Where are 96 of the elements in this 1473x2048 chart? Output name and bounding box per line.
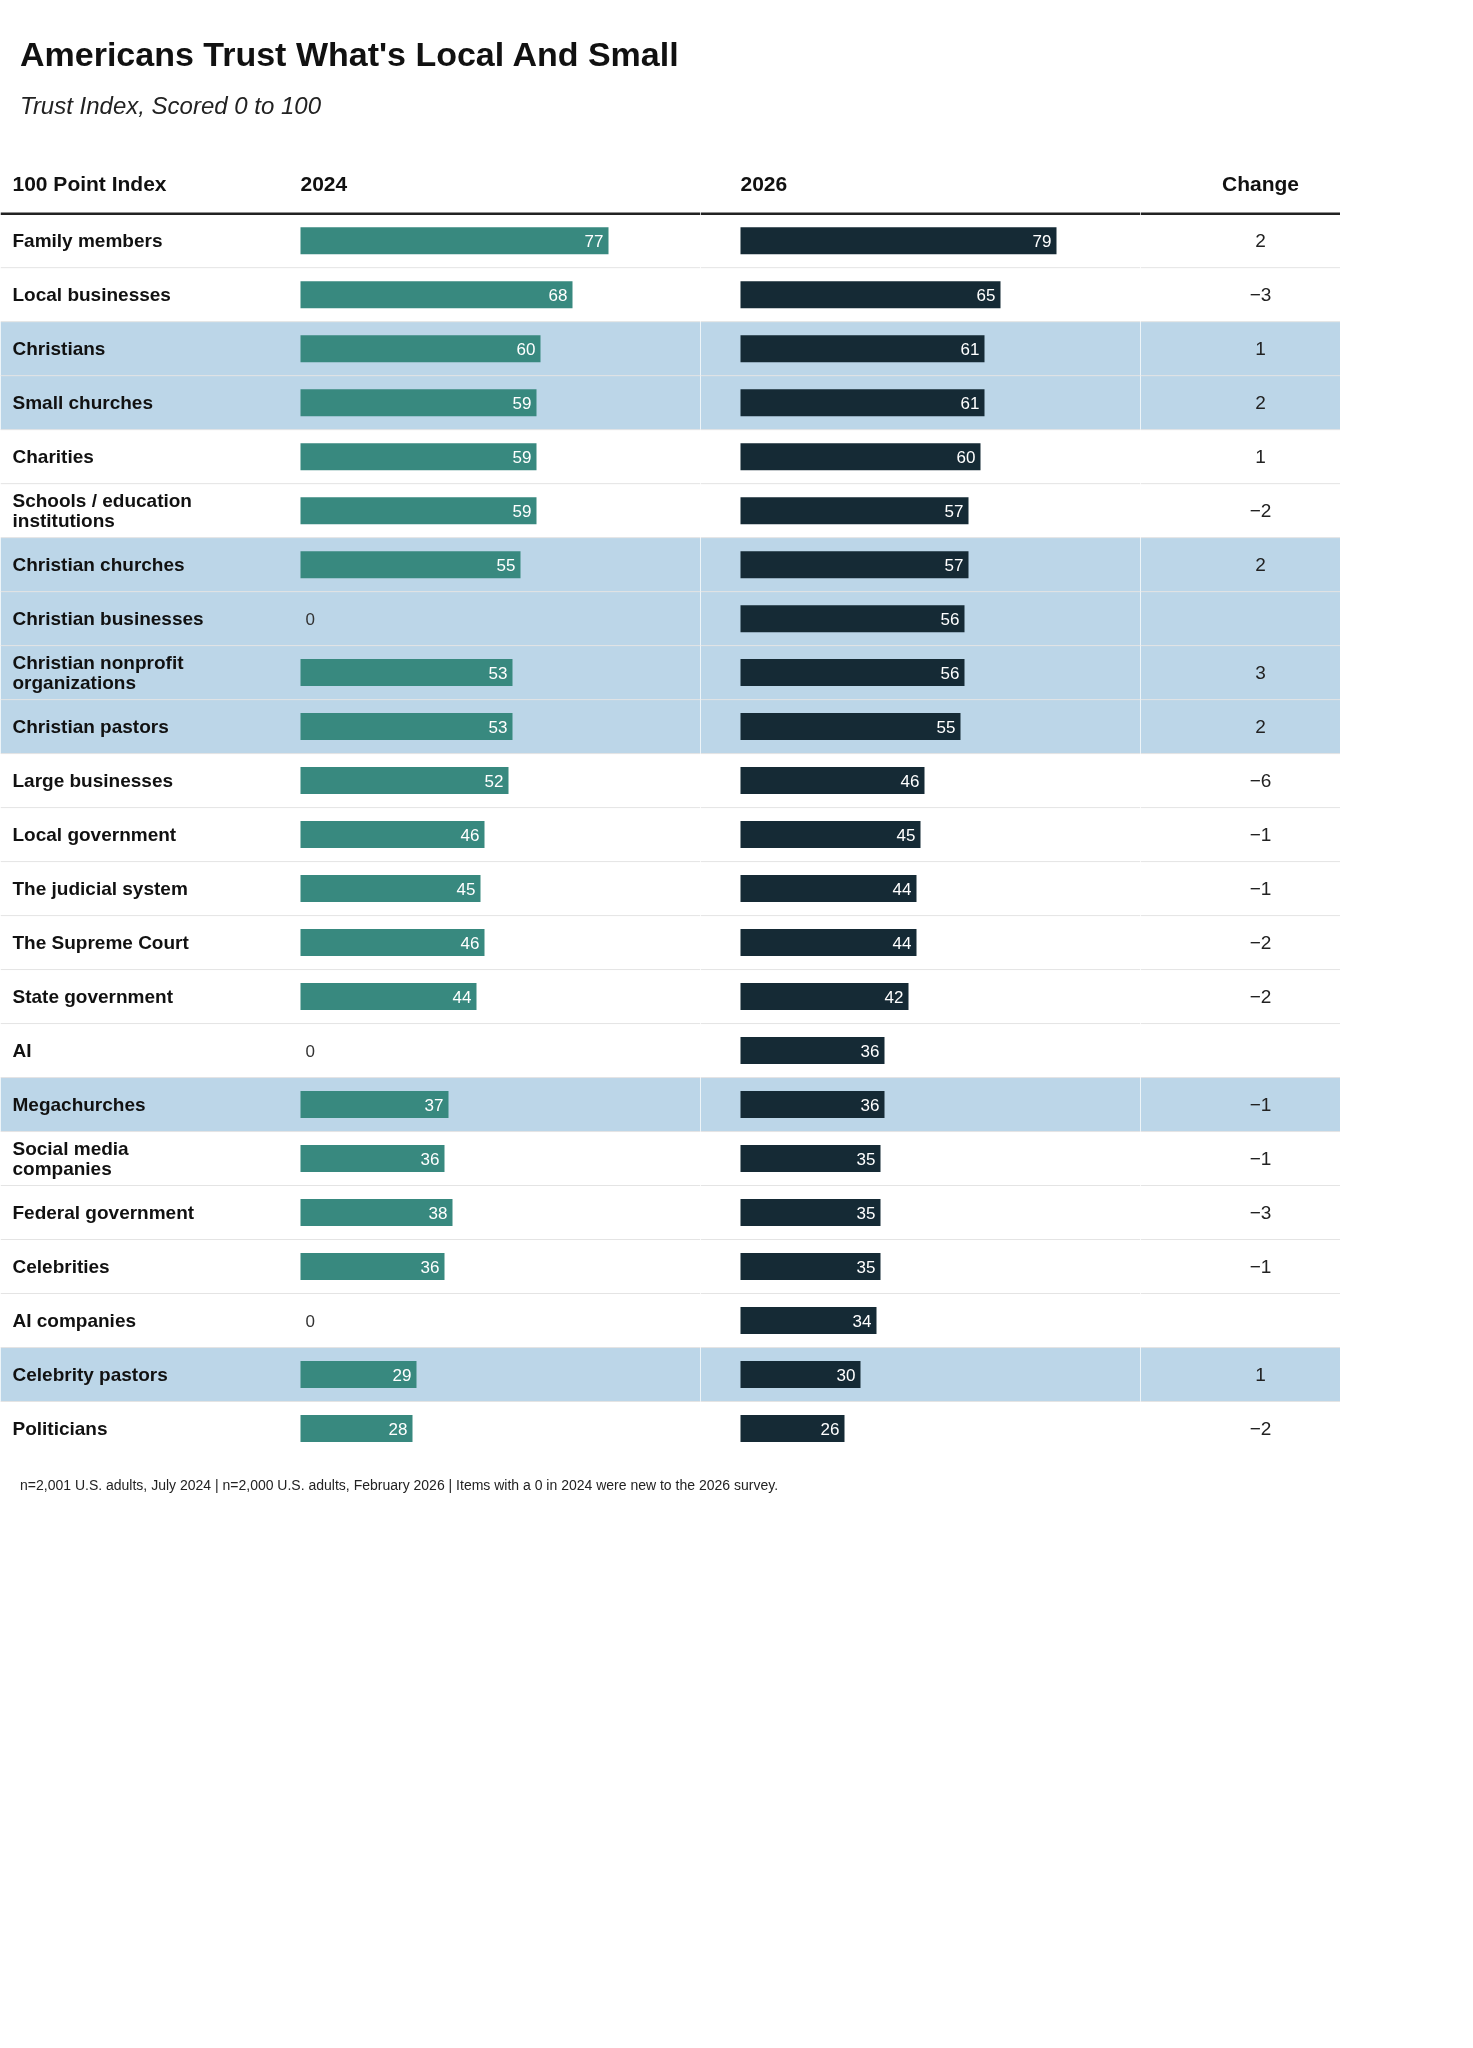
y-tick-label: Local businesses [12, 284, 171, 306]
data-label: 55 [496, 555, 516, 575]
data-label: 79 [1032, 231, 1052, 251]
data-label: 35 [856, 1149, 876, 1169]
y-tick-label: Social media companies [12, 1137, 130, 1179]
data-label: 35 [856, 1257, 876, 1277]
y-tick-label: Celebrity pastors [12, 1363, 168, 1385]
y-tick-label: AI companies [12, 1309, 137, 1331]
data-label: −2 [1249, 499, 1272, 521]
data-label: 0 [305, 1041, 315, 1061]
data-label: 44 [892, 933, 912, 953]
data-label: 0 [305, 1311, 315, 1331]
y-tick-label: Megachurches [12, 1093, 146, 1115]
data-label: 45 [896, 825, 916, 845]
data-label: 56 [940, 663, 960, 683]
data-label: 57 [944, 501, 964, 521]
y-tick-label: Small churches [12, 392, 153, 413]
y-tick-label: Christian nonprofit organizations [12, 651, 185, 693]
data-label: 59 [512, 501, 532, 521]
data-label: −3 [1249, 284, 1272, 306]
data-label: 53 [488, 717, 508, 737]
data-label: 36 [860, 1095, 880, 1115]
y-tick-label: Federal government [12, 1201, 195, 1223]
data-label: 1 [1255, 1363, 1266, 1385]
y-axis-title: 100 Point Index [12, 172, 167, 196]
data-label: 52 [484, 771, 504, 791]
data-label: 3 [1255, 661, 1266, 683]
data-label: 36 [420, 1149, 440, 1169]
data-label: 77 [584, 231, 604, 251]
data-label: −1 [1249, 1147, 1272, 1169]
data-label: 60 [956, 447, 976, 467]
series-label: 2024 [300, 171, 348, 195]
chart-title: Americans Trust What's Local And Small [20, 34, 679, 75]
data-label: −2 [1249, 1417, 1272, 1439]
data-label: 29 [392, 1365, 412, 1385]
data-label: 35 [856, 1203, 876, 1223]
data-label: 46 [460, 933, 480, 953]
text: Change [1222, 172, 1300, 196]
y-tick-label: Christians [12, 338, 106, 360]
text: n=2,001 U.S. adults, July 2024 | n=2,000 U.S. adults, February 2026 | Items with a 0 in 2024 were new to the 2026 survey. [20, 1475, 779, 1495]
data-label: 57 [944, 555, 964, 575]
data-label: 61 [960, 393, 980, 413]
data-label: 34 [852, 1311, 872, 1331]
data-label: 0 [305, 609, 315, 629]
series-label: 2026 [740, 171, 788, 195]
data-label: 2 [1255, 553, 1266, 575]
y-tick-label: Christian pastors [12, 715, 169, 737]
data-label: 2 [1255, 230, 1266, 252]
data-label: 61 [960, 339, 980, 359]
data-label: 55 [936, 717, 956, 737]
y-tick-label: State government [12, 985, 174, 1007]
data-label: −1 [1249, 823, 1272, 845]
y-tick-label: Family members [12, 230, 163, 252]
data-label: 60 [516, 339, 536, 359]
y-tick-label: Celebrities [12, 1255, 110, 1277]
y-tick-label: Christian churches [12, 553, 185, 575]
data-label: −2 [1249, 985, 1272, 1007]
data-label: 2 [1255, 392, 1266, 413]
y-tick-label: Schools / education institutions [12, 490, 192, 531]
data-label: 56 [940, 609, 960, 629]
y-tick-label: Politicians [12, 1417, 108, 1439]
data-label: −1 [1249, 1255, 1272, 1277]
data-label: 46 [460, 825, 480, 845]
y-tick-label: Charities [12, 446, 94, 467]
data-label: 42 [884, 987, 904, 1007]
data-label: 44 [452, 987, 472, 1007]
data-label: 30 [836, 1365, 856, 1385]
data-label: −3 [1249, 1201, 1272, 1223]
chart-subtitle: Trust Index, Scored 0 to 100 [20, 90, 322, 121]
data-label: 65 [976, 285, 996, 305]
y-tick-label: Large businesses [12, 769, 174, 791]
data-label: 26 [820, 1419, 840, 1439]
y-tick-label: The judicial system [12, 877, 188, 899]
y-tick-label: The Supreme Court [12, 931, 190, 953]
data-label: −1 [1249, 877, 1272, 899]
data-label: 1 [1255, 338, 1266, 360]
data-label: 59 [512, 393, 532, 413]
y-tick-label: Local government [12, 823, 177, 845]
data-label: 28 [388, 1419, 408, 1439]
data-label: 53 [488, 663, 508, 683]
data-label: 36 [420, 1257, 440, 1277]
data-label: 59 [512, 447, 532, 467]
data-label: 2 [1255, 715, 1266, 737]
y-tick-label: AI [12, 1039, 32, 1061]
data-label: −1 [1249, 1093, 1272, 1115]
data-label: 68 [548, 285, 568, 305]
data-label: 46 [900, 771, 920, 791]
data-label: 38 [428, 1203, 448, 1223]
y-tick-label: Christian businesses [12, 607, 204, 629]
data-label: 1 [1255, 446, 1266, 467]
data-label: 44 [892, 879, 912, 899]
data-label: 36 [860, 1041, 880, 1061]
data-label: −6 [1249, 769, 1272, 791]
data-label: −2 [1249, 931, 1272, 953]
data-label: 45 [456, 879, 476, 899]
data-label: 37 [424, 1095, 444, 1115]
